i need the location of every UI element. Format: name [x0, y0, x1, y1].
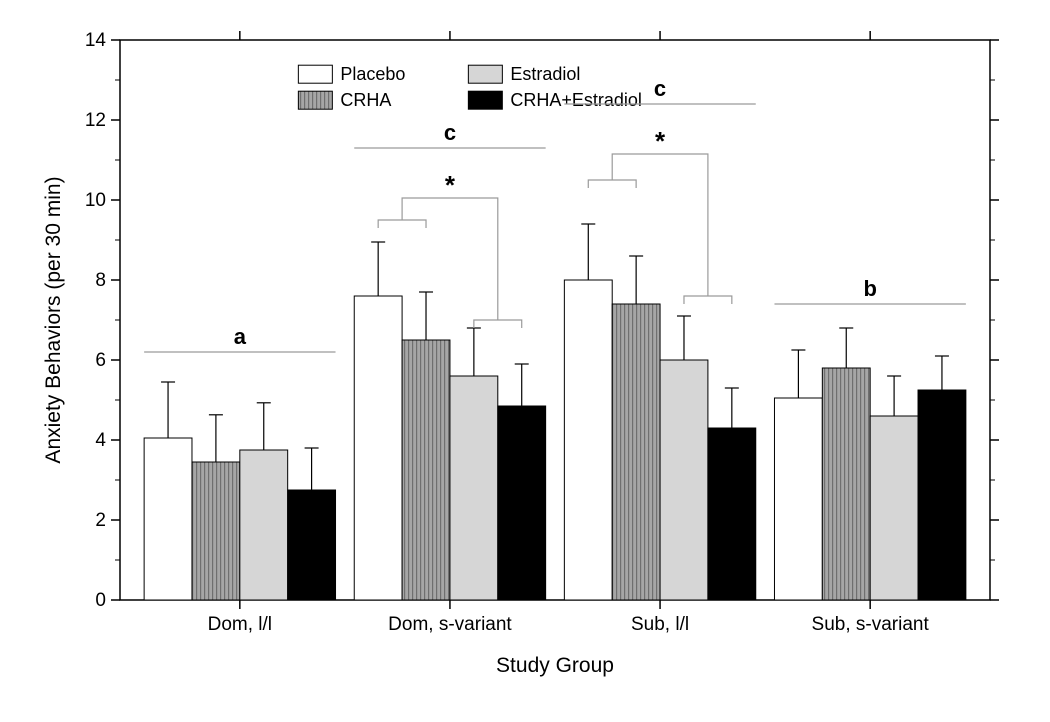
- sig-bracket: [588, 180, 636, 188]
- bar: [450, 376, 498, 600]
- sig-label: c: [654, 76, 666, 101]
- legend-swatch: [298, 65, 332, 83]
- bar: [354, 296, 402, 600]
- legend-swatch: [298, 91, 332, 109]
- bar: [498, 406, 546, 600]
- legend-swatch: [468, 91, 502, 109]
- bar: [822, 368, 870, 600]
- bar: [288, 490, 336, 600]
- legend-label: CRHA: [340, 90, 391, 110]
- y-tick-label: 2: [95, 510, 106, 531]
- bar: [144, 438, 192, 600]
- bar: [564, 280, 612, 600]
- sig-label: b: [863, 276, 876, 301]
- y-tick-label: 8: [95, 270, 106, 291]
- sig-label: a: [234, 324, 247, 349]
- sig-bracket: [474, 320, 522, 328]
- sig-bracket: [402, 198, 498, 320]
- sig-star: *: [655, 126, 666, 156]
- bar: [660, 360, 708, 600]
- sig-star: *: [445, 170, 456, 200]
- legend-label: CRHA+Estradiol: [510, 90, 642, 110]
- x-axis-label: Study Group: [496, 654, 614, 677]
- bar: [708, 428, 756, 600]
- y-tick-label: 12: [85, 110, 106, 131]
- bar: [402, 340, 450, 600]
- bar: [870, 416, 918, 600]
- legend-swatch: [468, 65, 502, 83]
- y-tick-label: 6: [95, 350, 106, 371]
- x-tick-label: Dom, l/l: [208, 614, 272, 635]
- bar: [918, 390, 966, 600]
- y-tick-label: 0: [95, 590, 106, 611]
- y-tick-label: 14: [85, 30, 107, 51]
- y-tick-label: 10: [85, 190, 106, 211]
- legend-label: Estradiol: [510, 64, 580, 84]
- x-tick-label: Sub, s-variant: [812, 614, 930, 635]
- bar: [240, 450, 288, 600]
- sig-bracket: [378, 220, 426, 228]
- x-tick-label: Dom, s-variant: [388, 614, 512, 635]
- sig-bracket: [612, 154, 708, 296]
- bar: [192, 462, 240, 600]
- sig-bracket: [684, 296, 732, 304]
- chart-container: { "chart": { "type": "grouped-bar-with-e…: [0, 0, 1050, 722]
- x-tick-label: Sub, l/l: [631, 614, 689, 635]
- y-axis-label: Anxiety Behaviors (per 30 min): [42, 176, 65, 463]
- sig-label: c: [444, 120, 456, 145]
- bar: [774, 398, 822, 600]
- bar: [612, 304, 660, 600]
- bar-chart: 0 2 4 6 8 10 12 14 Dom, l/l Dom, s-variant Sub, l/…: [0, 0, 1050, 722]
- y-tick-label: 4: [95, 430, 106, 451]
- legend-label: Placebo: [340, 64, 405, 84]
